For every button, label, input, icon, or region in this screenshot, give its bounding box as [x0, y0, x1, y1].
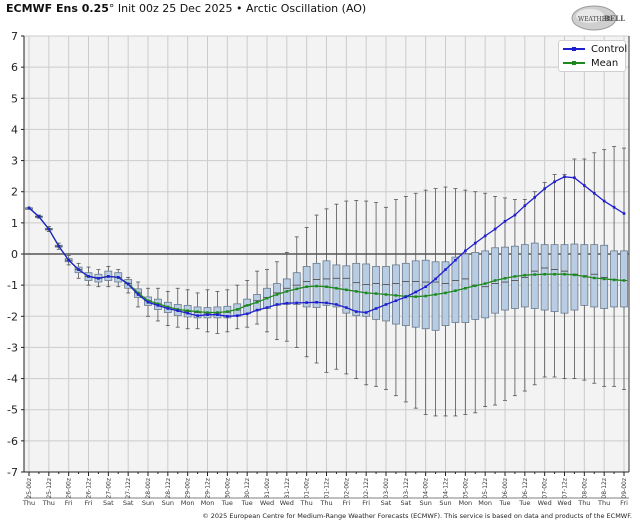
- legend-item-mean: Mean: [563, 56, 618, 70]
- y-tick-label: 1: [11, 217, 18, 230]
- control-line-icon: [563, 47, 585, 51]
- x-tick-label: 27-00z: [105, 478, 112, 499]
- x-tick-label: 07-12z: [562, 478, 569, 499]
- chart-title-bold: ECMWF Ens 0.25: [6, 2, 109, 15]
- x-day-label: Mon: [458, 499, 472, 507]
- weatherbell-logo-icon: WEATHER BELL: [571, 5, 625, 31]
- x-tick-label: 31-12z: [284, 478, 291, 499]
- x-axis: 25-00zThu25-12zThu26-00zFri26-12zFri27-0…: [22, 471, 629, 507]
- y-tick-label: -3: [7, 341, 18, 354]
- y-tick-label: 0: [11, 248, 18, 261]
- x-day-label: Thu: [42, 499, 55, 507]
- series-lines: [27, 175, 626, 318]
- x-day-label: Wed: [280, 499, 294, 507]
- y-tick-label: 6: [11, 61, 18, 74]
- legend: Control Mean: [558, 40, 627, 72]
- x-day-label: Sat: [123, 499, 134, 507]
- x-tick-label: 30-12z: [244, 478, 251, 499]
- legend-mean-label: Mean: [591, 57, 619, 69]
- svg-text:WEATHER: WEATHER: [578, 16, 611, 23]
- x-day-label: Mon: [478, 499, 492, 507]
- legend-item-control: Control: [563, 42, 627, 56]
- y-tick-label: -1: [7, 279, 18, 292]
- x-tick-label: 29-00z: [185, 478, 192, 499]
- x-day-label: Wed: [557, 499, 571, 507]
- x-day-label: Thu: [22, 499, 35, 507]
- x-day-label: Fri: [620, 499, 628, 507]
- x-day-label: Sun: [142, 499, 154, 507]
- x-tick-label: 03-00z: [383, 478, 390, 499]
- x-tick-label: 02-00z: [343, 478, 350, 499]
- x-tick-label: 06-00z: [502, 478, 509, 499]
- chart-title-rest: Init 00z 25 Dec 2025 • Arctic Oscillatio…: [114, 2, 367, 15]
- x-tick-label: 26-00z: [66, 478, 73, 499]
- x-tick-label: 02-12z: [363, 478, 370, 499]
- x-tick-label: 09-00z: [621, 478, 628, 499]
- x-day-label: Fri: [65, 499, 73, 507]
- x-day-label: Sun: [439, 499, 451, 507]
- x-day-label: Thu: [319, 499, 332, 507]
- x-day-label: Tue: [498, 499, 510, 507]
- x-day-label: Sat: [400, 499, 411, 507]
- y-tick-label: -2: [7, 310, 18, 323]
- svg-text:BELL: BELL: [604, 14, 625, 23]
- y-tick-label: -7: [7, 466, 18, 479]
- x-tick-label: 28-12z: [165, 478, 172, 499]
- x-tick-label: 30-00z: [224, 478, 231, 499]
- legend-control-label: Control: [591, 43, 628, 55]
- x-day-label: Mon: [201, 499, 215, 507]
- x-tick-label: 04-00z: [423, 478, 430, 499]
- x-day-label: Sun: [419, 499, 431, 507]
- x-tick-label: 01-00z: [304, 478, 311, 499]
- copyright-footer: © 2025 European Centre for Medium-Range …: [202, 512, 632, 520]
- x-day-label: Sat: [381, 499, 392, 507]
- y-tick-label: 7: [11, 30, 18, 43]
- chart-title: ECMWF Ens 0.25° Init 00z 25 Dec 2025 • A…: [6, 2, 366, 15]
- x-tick-label: 07-00z: [542, 478, 549, 499]
- x-day-label: Wed: [538, 499, 552, 507]
- degree-symbol: °: [108, 2, 115, 15]
- x-day-label: Fri: [362, 499, 370, 507]
- y-tick-label: -5: [7, 404, 18, 417]
- x-tick-label: 25-12z: [46, 478, 53, 499]
- y-tick-label: 3: [11, 155, 18, 168]
- x-tick-label: 08-00z: [581, 478, 588, 499]
- x-day-label: Tue: [518, 499, 530, 507]
- x-tick-label: 05-00z: [462, 478, 469, 499]
- x-day-label: Thu: [577, 499, 590, 507]
- x-tick-label: 28-00z: [145, 478, 152, 499]
- y-tick-label: 4: [11, 123, 18, 136]
- x-day-label: Sat: [103, 499, 114, 507]
- y-tick-label: -6: [7, 435, 18, 448]
- x-day-label: Wed: [260, 499, 274, 507]
- x-day-label: Sun: [162, 499, 174, 507]
- x-tick-label: 06-12z: [522, 478, 529, 499]
- y-tick-label: -4: [7, 373, 18, 386]
- x-tick-label: 31-00z: [264, 478, 271, 499]
- x-tick-label: 29-12z: [205, 478, 212, 499]
- x-tick-label: 27-12z: [125, 478, 132, 499]
- y-tick-label: 5: [11, 92, 18, 105]
- x-tick-label: 25-00z: [26, 478, 33, 499]
- x-day-label: Fri: [85, 499, 93, 507]
- x-day-label: Tue: [241, 499, 253, 507]
- x-day-label: Tue: [221, 499, 233, 507]
- x-tick-label: 26-12z: [86, 478, 93, 499]
- x-day-label: Mon: [181, 499, 195, 507]
- mean-line-icon: [563, 61, 585, 65]
- x-tick-label: 03-12z: [403, 478, 410, 499]
- x-tick-label: 01-12z: [324, 478, 331, 499]
- y-tick-label: 2: [11, 186, 18, 199]
- x-day-label: Thu: [597, 499, 610, 507]
- x-tick-label: 08-12z: [601, 478, 608, 499]
- x-day-label: Fri: [342, 499, 350, 507]
- x-tick-label: 04-12z: [443, 478, 450, 499]
- x-day-label: Thu: [300, 499, 313, 507]
- x-tick-label: 05-12z: [482, 478, 489, 499]
